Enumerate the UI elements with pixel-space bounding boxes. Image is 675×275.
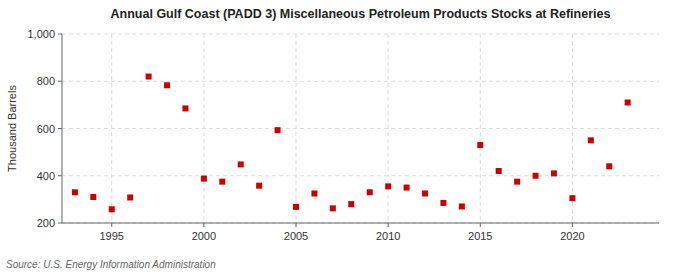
- x-tick: [111, 223, 112, 227]
- x-tick: [296, 223, 297, 227]
- y-grid-line: [62, 223, 659, 224]
- y-tick-label: 1,000: [27, 28, 55, 40]
- point: [569, 195, 575, 201]
- y-axis-label: Thousand Barrels: [6, 85, 18, 172]
- x-tick-label: 2000: [192, 230, 216, 242]
- point: [606, 163, 612, 169]
- point: [90, 194, 96, 200]
- point: [146, 74, 152, 80]
- y-grid-line: [62, 128, 659, 129]
- y-tick: [58, 223, 62, 224]
- point: [293, 204, 299, 210]
- y-grid-line: [62, 81, 659, 82]
- x-axis-line: [62, 223, 659, 224]
- x-grid-line: [480, 34, 481, 223]
- point: [496, 168, 502, 174]
- point: [201, 176, 207, 182]
- x-tick: [572, 223, 573, 227]
- x-grid-line: [296, 34, 297, 223]
- y-tick-label: 600: [37, 123, 55, 135]
- point: [238, 161, 244, 167]
- point: [311, 190, 317, 196]
- y-tick: [58, 128, 62, 129]
- y-tick-label: 400: [37, 170, 55, 182]
- x-grid-line: [388, 34, 389, 223]
- point: [422, 190, 428, 196]
- point: [551, 170, 557, 176]
- title: Annual Gulf Coast (PADD 3) Miscellaneous…: [111, 7, 611, 21]
- point: [256, 183, 262, 189]
- x-grid-line: [572, 34, 573, 223]
- point: [533, 173, 539, 179]
- x-tick-label: 2010: [376, 230, 400, 242]
- x-grid-line: [203, 34, 204, 223]
- x-tick-label: 2015: [468, 230, 492, 242]
- points: [72, 74, 631, 213]
- y-grid-line: [62, 175, 659, 176]
- point: [477, 142, 483, 148]
- point: [440, 200, 446, 206]
- grid: [62, 34, 659, 223]
- chart: Annual Gulf Coast (PADD 3) Miscellaneous…: [0, 0, 675, 275]
- y-tick-label: 800: [37, 75, 55, 87]
- point: [459, 203, 465, 209]
- point: [514, 179, 520, 185]
- point: [109, 206, 115, 212]
- point: [219, 179, 225, 185]
- x-tick: [388, 223, 389, 227]
- point: [404, 185, 410, 191]
- x-tick: [203, 223, 204, 227]
- y-tick: [58, 81, 62, 82]
- point: [275, 127, 281, 133]
- x-tick-label: 2020: [560, 230, 584, 242]
- point: [182, 105, 188, 111]
- x-tick-label: 1995: [100, 230, 124, 242]
- point: [72, 189, 78, 195]
- point: [625, 100, 631, 106]
- point: [385, 183, 391, 189]
- point: [164, 82, 170, 88]
- source-note: Source: U.S. Energy Information Administ…: [6, 259, 216, 270]
- point: [127, 194, 133, 200]
- x-grid-line: [111, 34, 112, 223]
- y-tick: [58, 175, 62, 176]
- y-tick: [58, 34, 62, 35]
- point: [367, 189, 373, 195]
- y-grid-line: [62, 34, 659, 35]
- point: [348, 201, 354, 207]
- x-tick-label: 2005: [284, 230, 308, 242]
- point: [588, 137, 594, 143]
- point: [330, 205, 336, 211]
- x-tick: [480, 223, 481, 227]
- y-tick-label: 200: [37, 217, 55, 229]
